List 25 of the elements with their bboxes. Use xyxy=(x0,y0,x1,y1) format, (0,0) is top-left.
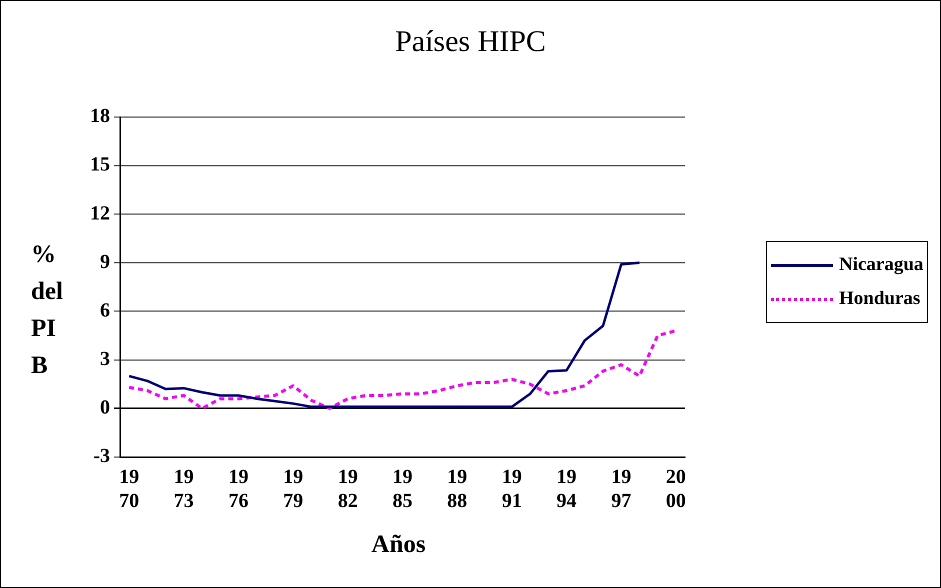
y-tick-label: 9 xyxy=(100,250,110,273)
legend-label: Nicaragua xyxy=(839,254,924,276)
y-tick-label: 6 xyxy=(100,299,110,322)
x-tick-label: 1991 xyxy=(502,466,522,512)
x-tick-label: 1997 xyxy=(611,466,632,512)
y-tick-label: 18 xyxy=(90,105,110,128)
y-axis-title: % del PIB xyxy=(31,240,64,381)
x-tick-label: 1970 xyxy=(119,466,140,512)
line-series xyxy=(128,329,678,410)
x-tick-label: 1973 xyxy=(174,466,194,512)
y-tick-label: 0 xyxy=(100,396,110,419)
chart-title: Países HIPC xyxy=(394,25,547,59)
legend-label: Honduras xyxy=(839,288,920,310)
x-tick-label: 1979 xyxy=(283,466,304,512)
y-tick-label: 3 xyxy=(100,348,110,370)
y-tick-label: -3 xyxy=(93,445,110,468)
x-tick-label: 1976 xyxy=(228,466,248,512)
x-tick-label: 1982 xyxy=(338,466,358,512)
x-axis-title: Años xyxy=(370,531,427,559)
x-tick-label: 1985 xyxy=(392,466,412,512)
x-tick-label: 1988 xyxy=(447,466,468,512)
x-tick-label: 1994 xyxy=(556,466,577,512)
y-tick-label: 12 xyxy=(90,202,110,224)
x-tick-label: 2000 xyxy=(666,466,686,512)
y-tick-label: 15 xyxy=(90,154,110,176)
